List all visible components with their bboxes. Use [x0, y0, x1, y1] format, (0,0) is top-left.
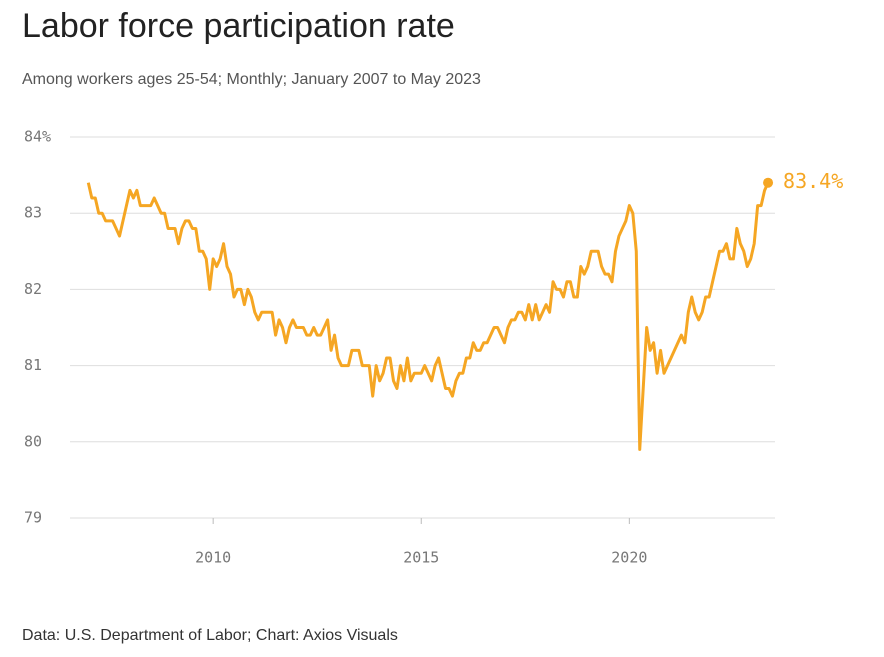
source-note: Data: U.S. Department of Labor; Chart: A… [22, 627, 398, 644]
data-line [86, 182, 770, 451]
y-tick-label: 84% [24, 128, 51, 146]
chart-subtitle: Among workers ages 25-54; Monthly; Janua… [22, 71, 481, 88]
y-tick-label: 82 [24, 280, 42, 298]
x-tick-label: 2015 [403, 549, 439, 567]
end-label: 83.4% [783, 169, 843, 193]
y-tick-label: 80 [24, 432, 42, 450]
chart-title: Labor force participation rate [22, 7, 455, 45]
x-tick-label: 2010 [195, 549, 231, 567]
y-tick-label: 81 [24, 356, 42, 374]
end-point [763, 177, 774, 188]
y-tick-label: 79 [24, 509, 42, 527]
y-tick-label: 83 [24, 204, 42, 222]
x-tick-label: 2020 [611, 549, 647, 567]
